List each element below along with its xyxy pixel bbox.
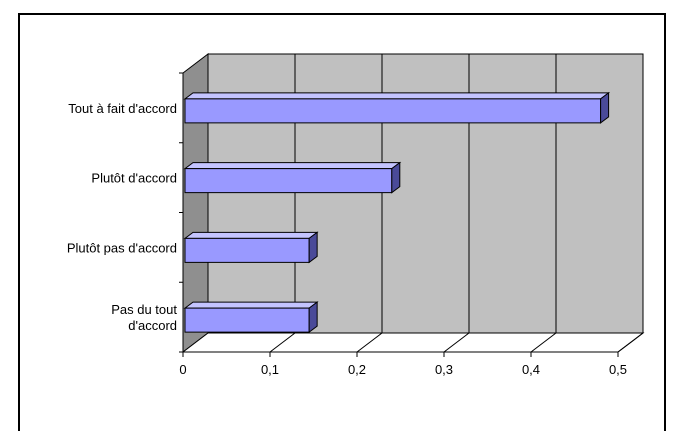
plot-floor: [181, 332, 645, 353]
x-tick-label: 0,1: [261, 362, 279, 377]
gridline-floor: [530, 332, 557, 353]
category-label-line: Pas du tout: [111, 302, 177, 317]
category-label: Pas du tout d'accord: [111, 302, 177, 333]
bar-side: [600, 91, 610, 124]
category-label-line: Plutôt pas d'accord: [67, 240, 177, 255]
bar-top: [183, 92, 611, 100]
bar: [184, 98, 602, 124]
bar-side: [308, 301, 318, 334]
bar-top: [183, 231, 319, 239]
bar: [184, 307, 310, 333]
x-tick-label: 0,2: [348, 362, 366, 377]
bar-side: [391, 161, 401, 194]
category-label: Plutôt d'accord: [91, 171, 177, 186]
bar: [184, 237, 310, 263]
x-tick-label: 0,4: [522, 362, 540, 377]
gridline-floor: [617, 332, 644, 353]
category-label-line: Tout à fait d'accord: [68, 101, 177, 116]
bar: [184, 168, 393, 194]
bar-top: [183, 162, 402, 170]
chart-frame: [18, 13, 666, 431]
bar-side: [308, 231, 318, 264]
x-tick-label: 0,3: [435, 362, 453, 377]
category-label-line: Plutôt d'accord: [91, 171, 177, 186]
x-tick-label: 0,5: [609, 362, 627, 377]
gridline-floor: [443, 332, 470, 353]
bar-top: [183, 301, 319, 309]
x-tick-label: 0: [179, 362, 186, 377]
gridline-floor: [269, 332, 296, 353]
category-label-line: d'accord: [128, 318, 177, 333]
gridline-floor: [356, 332, 383, 353]
category-label: Plutôt pas d'accord: [67, 240, 177, 255]
bar-chart: 0 0,1 0,2 0,3 0,4 0,5 Tout à fait d'accord Plut…: [67, 52, 645, 377]
category-label: Tout à fait d'accord: [68, 101, 177, 116]
